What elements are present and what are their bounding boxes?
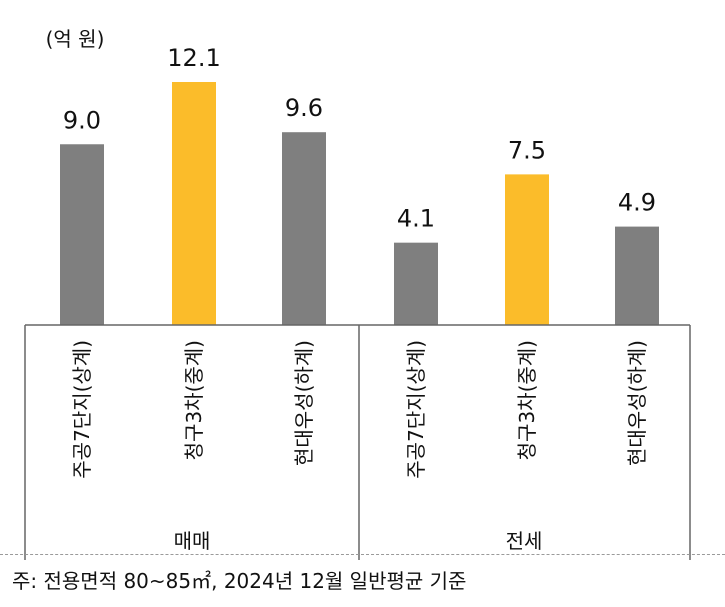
bar-전세-2 xyxy=(505,174,549,325)
footnote-divider xyxy=(0,554,725,555)
unit-label: (억 원) xyxy=(46,27,105,51)
bar-매매-3 xyxy=(282,132,326,325)
category-label: 청구3차(중계) xyxy=(515,340,539,460)
category-label: 주공7단지(상계) xyxy=(404,340,428,479)
group-label: 매매 xyxy=(174,529,211,553)
group-label: 전세 xyxy=(506,529,543,553)
bar-전세-1 xyxy=(394,242,438,325)
value-label: 9.6 xyxy=(285,94,323,122)
category-label: 주공7단지(상계) xyxy=(70,340,94,479)
bar-전세-3 xyxy=(615,226,659,325)
bar-매매-1 xyxy=(60,144,104,325)
bar-chart: (억 원) 9.0 주공7단지(상계) 12.1 청구3차(중계) 9.6 현대우성(하계… xyxy=(24,27,691,560)
value-label: 7.5 xyxy=(508,136,546,164)
bar-매매-2 xyxy=(172,82,216,325)
value-label: 4.9 xyxy=(618,189,656,217)
category-label: 현대우성(하계) xyxy=(292,340,316,466)
footnote: 주: 전용면적 80~85㎡, 2024년 12월 일반평균 기준 xyxy=(12,569,467,593)
category-label: 청구3차(중계) xyxy=(182,340,206,460)
value-label: 12.1 xyxy=(167,44,220,72)
value-label: 4.1 xyxy=(397,205,435,233)
value-label: 9.0 xyxy=(63,106,101,134)
category-label: 현대우성(하계) xyxy=(625,340,649,466)
